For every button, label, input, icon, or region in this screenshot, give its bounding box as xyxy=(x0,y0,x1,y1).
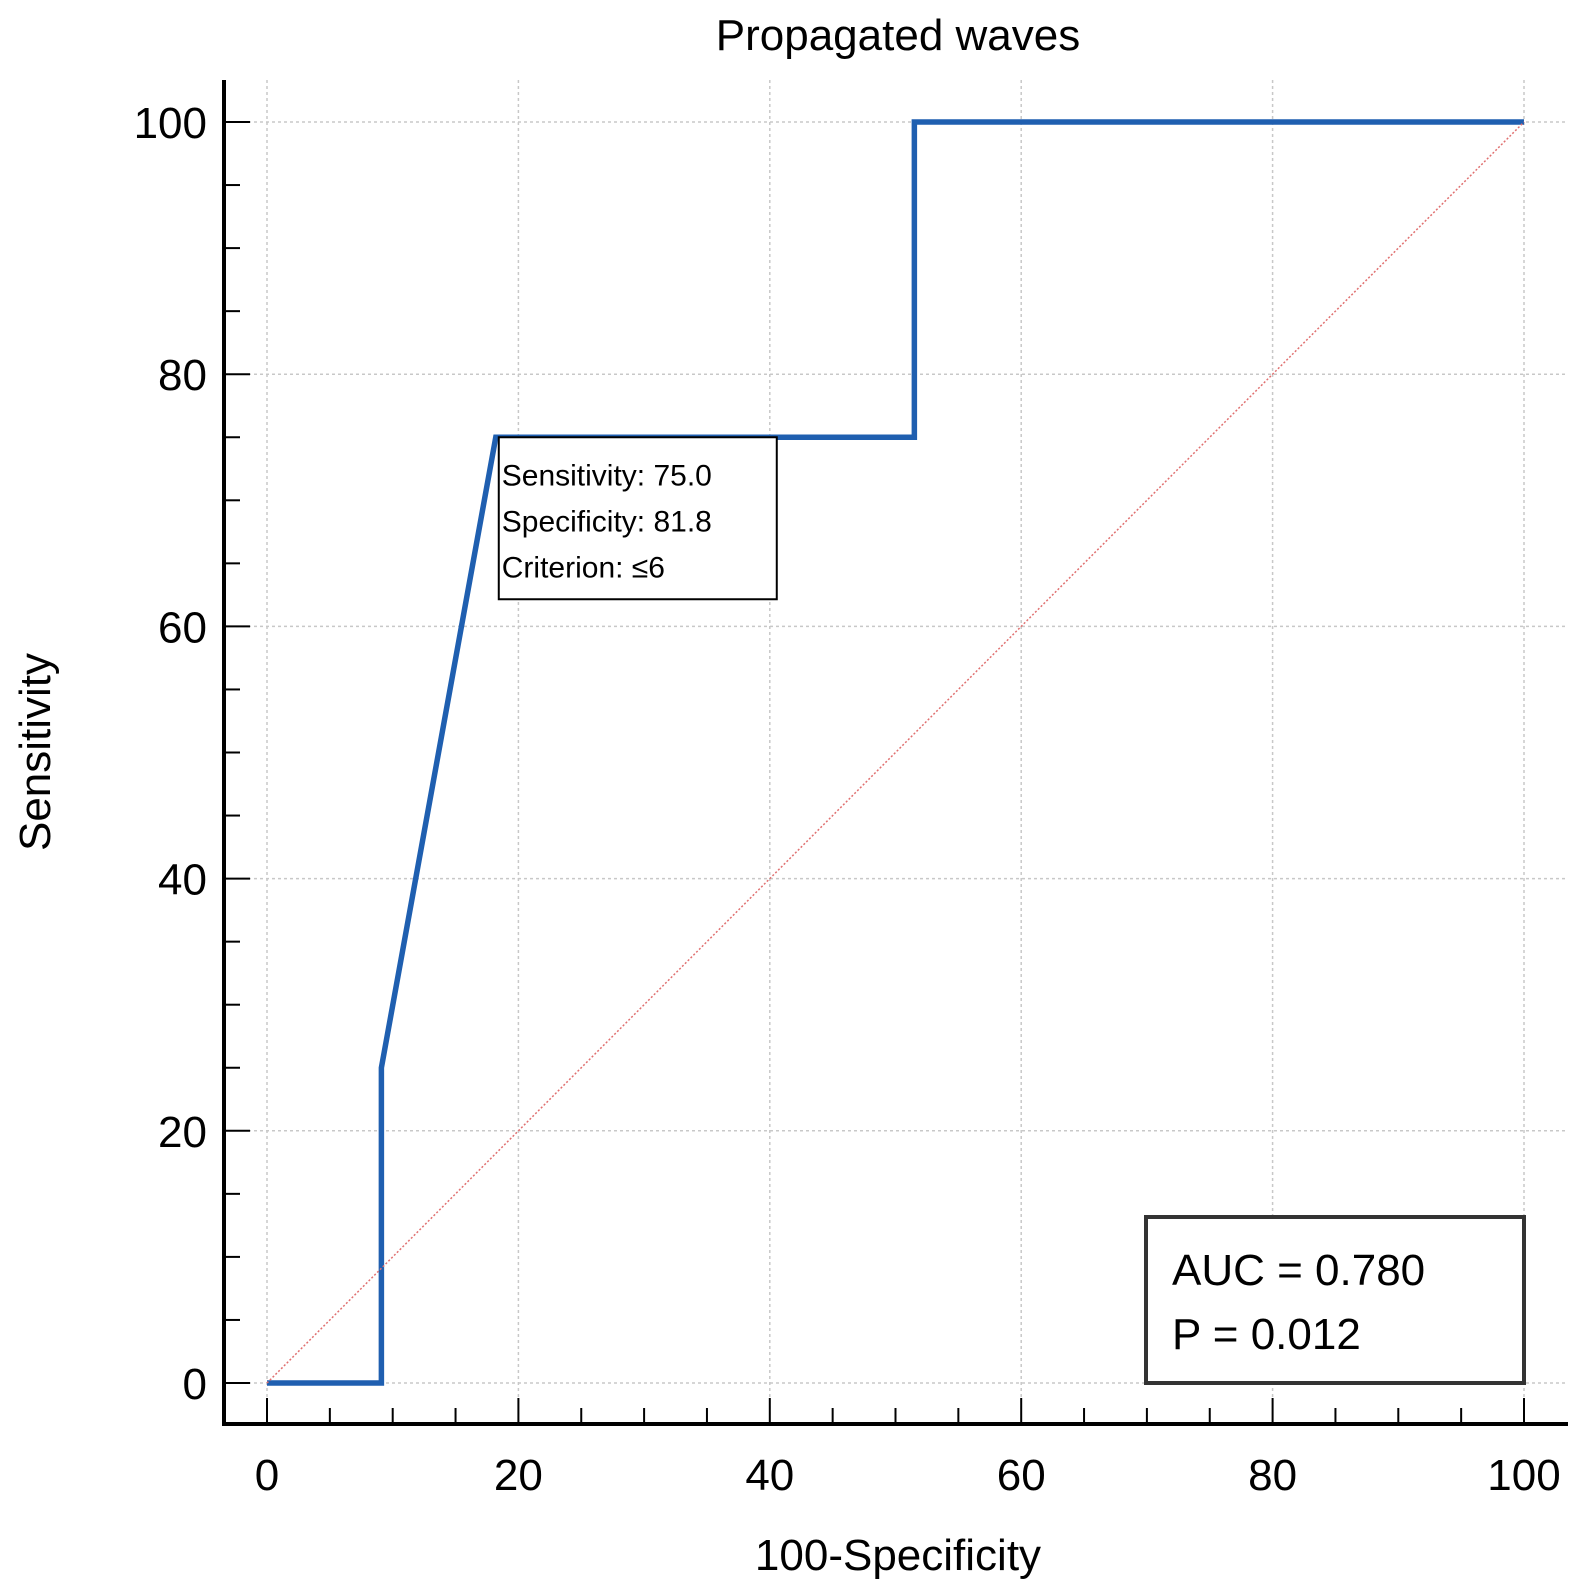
y-tick-label: 80 xyxy=(158,351,207,400)
annotations: Sensitivity: 75.0 Specificity: 81.8 Criter… xyxy=(497,436,1526,1385)
x-tick-label: 100 xyxy=(1487,1451,1560,1500)
y-axis-label: Sensitivity xyxy=(11,653,60,851)
reference-diagonal-line xyxy=(266,121,1525,1384)
criterion-line: Criterion: ≤6 xyxy=(502,551,665,584)
y-tick-label: 100 xyxy=(134,99,207,148)
chart-title: Propagated waves xyxy=(716,11,1080,60)
stats-line: P = 0.012 xyxy=(1172,1310,1361,1359)
y-tick-label: 20 xyxy=(158,1108,207,1157)
grid xyxy=(224,80,1568,1424)
x-tick-label: 0 xyxy=(255,1451,279,1500)
series xyxy=(266,119,1525,1386)
axes: 0 20 40 60 80 100 0 20 40 60 80 100 xyxy=(134,80,1568,1500)
y-tick-label: 0 xyxy=(183,1360,207,1409)
x-tick-label: 40 xyxy=(745,1451,794,1500)
criterion-box xyxy=(497,436,778,601)
stats-line: AUC = 0.780 xyxy=(1172,1246,1425,1295)
y-tick-label: 40 xyxy=(158,856,207,905)
roc-curve xyxy=(267,119,1524,1386)
criterion-line: Sensitivity: 75.0 xyxy=(502,459,712,492)
criterion-line: Specificity: 81.8 xyxy=(502,505,712,538)
y-tick-label: 60 xyxy=(158,603,207,652)
x-tick-label: 60 xyxy=(997,1451,1046,1500)
stats-box xyxy=(1144,1215,1526,1385)
x-tick-label: 80 xyxy=(1248,1451,1297,1500)
x-tick-label: 20 xyxy=(494,1451,543,1500)
x-axis-label: 100-Specificity xyxy=(755,1531,1041,1580)
